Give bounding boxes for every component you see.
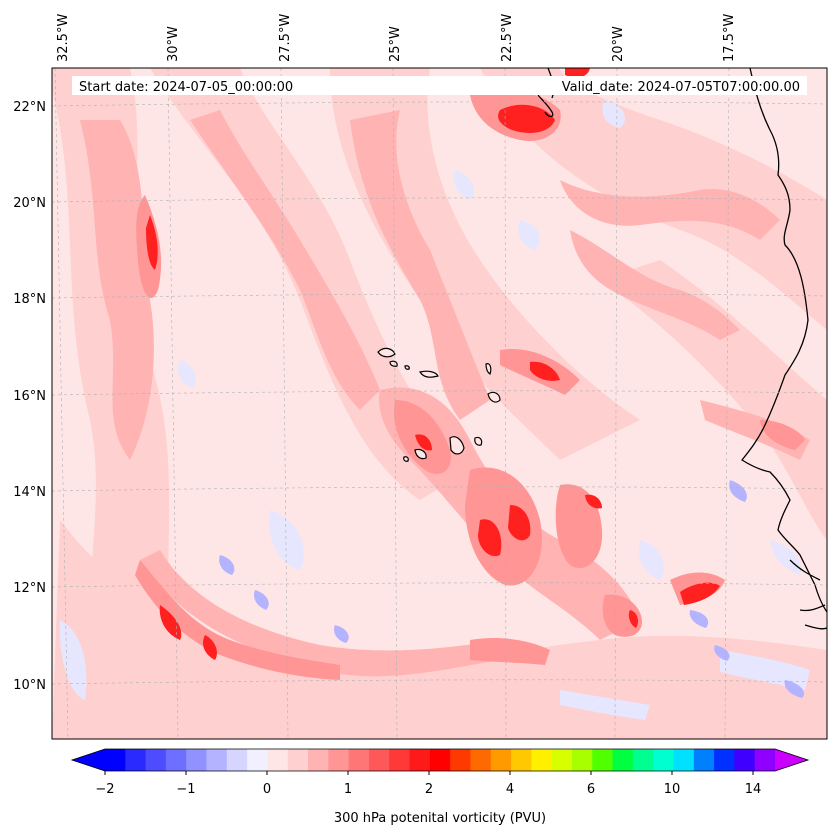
colorbar-tick-label: 10 — [664, 782, 681, 797]
colorbar-ticks: −2 −1 0 1 2 4 6 10 14 — [95, 771, 761, 797]
lon-label: 32.5°W — [56, 14, 71, 62]
colorbar-cell — [409, 749, 431, 771]
colorbar-cell — [308, 749, 329, 771]
colorbar-cell — [267, 749, 289, 771]
colorbar-cell — [247, 749, 269, 771]
colorbar-cell — [673, 749, 695, 771]
colorbar-cell — [368, 749, 390, 771]
colorbar-cell — [348, 749, 370, 771]
colorbar-cell — [490, 749, 512, 771]
colorbar-tick-label: 4 — [506, 782, 514, 797]
lat-label: 14°N — [13, 485, 46, 500]
colorbar-cell — [470, 749, 492, 771]
colorbar-tick-label: −2 — [95, 782, 114, 797]
longitude-labels: 32.5°W 30°W 27.5°W 25°W 22.5°W 20°W 17.5… — [56, 14, 737, 62]
coastline — [537, 68, 827, 630]
lat-label: 18°N — [13, 292, 46, 307]
colorbar-cell — [754, 749, 776, 771]
colorbar-cell — [206, 749, 228, 771]
lon-label: 25°W — [388, 26, 403, 62]
colorbar-title: 300 hPa potenital vorticity (PVU) — [334, 811, 546, 826]
colorbar-cell — [145, 749, 167, 771]
colorbar-cell — [653, 749, 675, 771]
colorbar-cell — [450, 749, 472, 771]
colorbar-cell — [531, 749, 553, 771]
colorbar-cell — [511, 749, 532, 771]
info-banner — [72, 76, 807, 95]
colorbar-tick-label: 1 — [344, 782, 352, 797]
colorbar-cell — [328, 749, 350, 771]
valid-date-label: Valid_date: 2024-07-05T07:00:00.00 — [562, 80, 800, 95]
colorbar-cells — [105, 749, 776, 771]
colorbar-cell — [105, 749, 126, 771]
colorbar-cell — [632, 749, 654, 771]
lat-label: 10°N — [13, 678, 46, 693]
lon-label: 20°W — [611, 26, 626, 62]
colorbar-tick-label: −1 — [176, 782, 195, 797]
pv-negative-fields — [59, 100, 810, 720]
map-frame — [51, 67, 828, 740]
colorbar-cell — [125, 749, 147, 771]
colorbar-tick-label: 0 — [263, 782, 271, 797]
colorbar-cell — [389, 749, 411, 771]
colorbar-under-arrow — [72, 749, 105, 771]
latitude-labels: 22°N 20°N 18°N 16°N 14°N 12°N 10°N — [13, 100, 46, 693]
colorbar-cell — [165, 749, 187, 771]
lat-label: 16°N — [13, 389, 46, 404]
colorbar-cell — [226, 749, 248, 771]
colorbar: −2 −1 0 1 2 4 6 10 14 300 hPa potenital vorticit… — [70, 748, 810, 826]
lon-label: 17.5°W — [722, 14, 737, 62]
colorbar-cell — [186, 749, 208, 771]
lon-label: 22.5°W — [500, 14, 515, 62]
colorbar-tick-label: 2 — [425, 782, 433, 797]
colorbar-cell — [714, 749, 735, 771]
lat-label: 20°N — [13, 196, 46, 211]
colorbar-cell — [571, 749, 593, 771]
lat-label: 22°N — [13, 100, 46, 115]
colorbar-tick-label: 14 — [745, 782, 762, 797]
colorbar-cell — [287, 749, 309, 771]
lon-label: 27.5°W — [278, 14, 293, 62]
start-date-label: Start date: 2024-07-05_00:00:00 — [79, 80, 293, 95]
colorbar-cell — [734, 749, 756, 771]
lat-label: 12°N — [13, 581, 46, 596]
colorbar-cell — [612, 749, 634, 771]
colorbar-cell — [551, 749, 573, 771]
colorbar-cell — [693, 749, 715, 771]
colorbar-cell — [592, 749, 614, 771]
pv-blue-fields — [219, 480, 805, 698]
map-area: Start date: 2024-07-05_00:00:00 Valid_da… — [52, 68, 827, 739]
colorbar-tick-label: 6 — [587, 782, 595, 797]
colorbar-cell — [429, 749, 451, 771]
colorbar-over-arrow — [775, 749, 808, 771]
lon-label: 30°W — [166, 26, 181, 62]
pv-deep-red-fields — [146, 68, 720, 660]
cape-verde-islands — [377, 347, 501, 462]
map-gridlines — [52, 68, 827, 739]
